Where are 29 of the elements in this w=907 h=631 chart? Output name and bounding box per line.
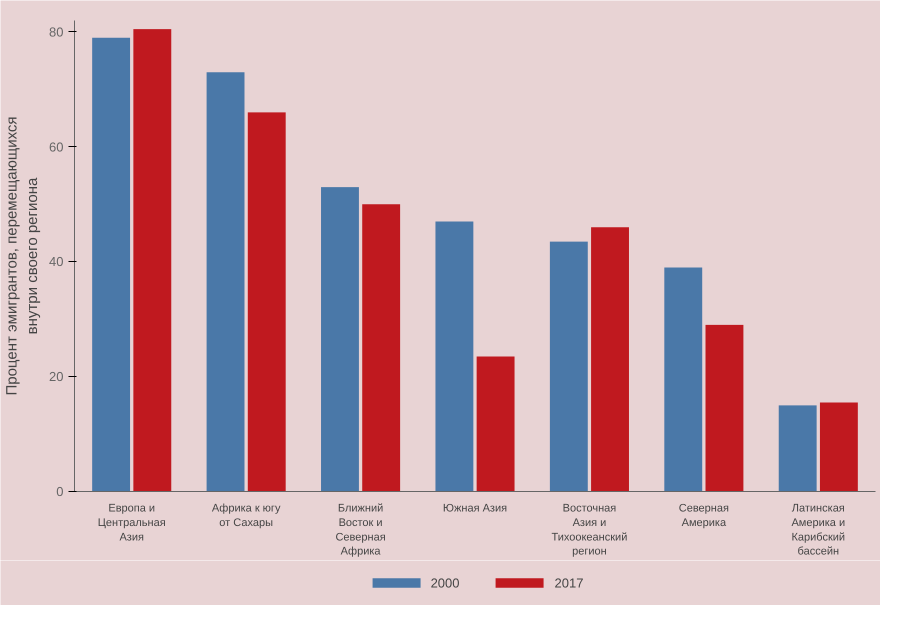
bar xyxy=(362,204,400,492)
bar xyxy=(92,38,130,492)
y-tick-label: 80 xyxy=(49,24,64,40)
bar xyxy=(706,324,744,492)
bar xyxy=(321,187,359,492)
x-tick-label: Ближний Восток и Северная Африка xyxy=(335,502,386,558)
bar xyxy=(664,267,702,492)
x-tick-label: Африка к югу от Сахары xyxy=(212,502,281,529)
bar xyxy=(206,72,244,492)
x-tick-label: Южная Азия xyxy=(442,502,508,514)
bar xyxy=(820,402,858,492)
legend-label: 2017 xyxy=(554,575,584,590)
y-tick-label: 0 xyxy=(56,484,64,499)
x-tick-label: Восточная Азия и Тихоокеанский регион xyxy=(552,502,628,558)
x-tick-label: Северная Америка xyxy=(678,502,729,529)
x-tick-label: Европа и Центральная Азия xyxy=(98,502,166,544)
y-tick-label: 20 xyxy=(49,369,64,384)
legend-label: 2000 xyxy=(430,575,460,590)
bar xyxy=(248,112,286,492)
bar xyxy=(550,242,588,492)
y-tick-label: 40 xyxy=(49,254,64,270)
y-tick-label: 60 xyxy=(49,139,64,154)
bar xyxy=(476,356,515,492)
bar xyxy=(778,405,817,492)
bar xyxy=(133,29,172,492)
bar xyxy=(435,222,474,492)
bar xyxy=(591,227,629,492)
x-tick-label: Латинская Америка и Карибский бассейн xyxy=(791,502,846,558)
y-axis-title: Процент эмигрантов, перемещающихся внутри своего региона xyxy=(4,116,42,396)
